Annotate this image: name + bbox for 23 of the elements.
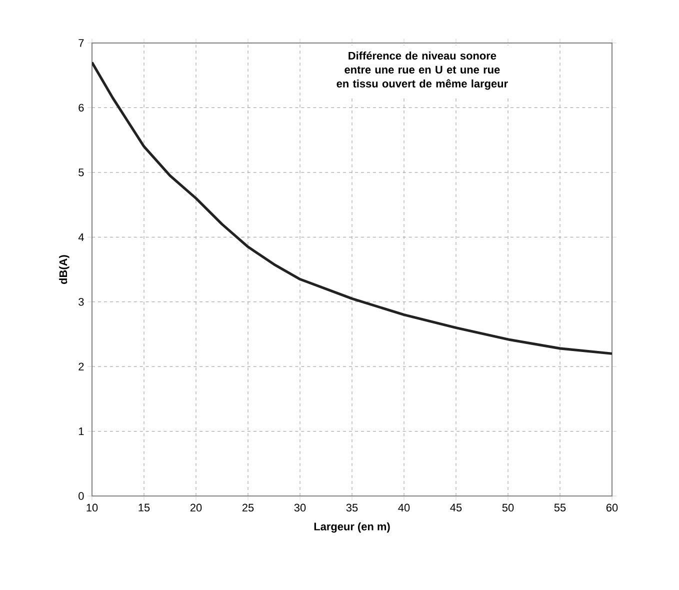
y-tick-label: 4 [78, 233, 84, 241]
y-tick-label: 6 [78, 104, 84, 112]
x-tick-label: 35 [346, 504, 358, 512]
y-axis-title: dB(A) [59, 255, 70, 284]
x-tick-label: 15 [138, 504, 150, 512]
text: Différence de niveau sonore entre une rue en U et une rue en tissu ouvert de même largeur [336, 51, 508, 90]
y-tick-label: 2 [78, 362, 84, 370]
x-tick-label: 45 [450, 504, 462, 512]
line-series [92, 61, 612, 355]
y-tick-label: 7 [78, 39, 84, 47]
x-tick-label: 20 [190, 504, 202, 512]
y-tick-label: 0 [78, 492, 84, 500]
x-tick-label: 50 [502, 504, 514, 512]
x-tick-label: 30 [294, 504, 306, 512]
x-tick-label: 55 [554, 504, 566, 512]
x-tick-label: 60 [606, 504, 618, 512]
x-axis-title: Largeur (en m) [314, 522, 390, 533]
x-tick-label: 40 [398, 504, 410, 512]
x-tick-label: 10 [86, 504, 98, 512]
x-tick-label: 25 [242, 504, 254, 512]
y-tick-label: 3 [78, 298, 84, 306]
y-tick-label: 5 [78, 168, 84, 176]
y-tick-label: 1 [78, 428, 84, 436]
